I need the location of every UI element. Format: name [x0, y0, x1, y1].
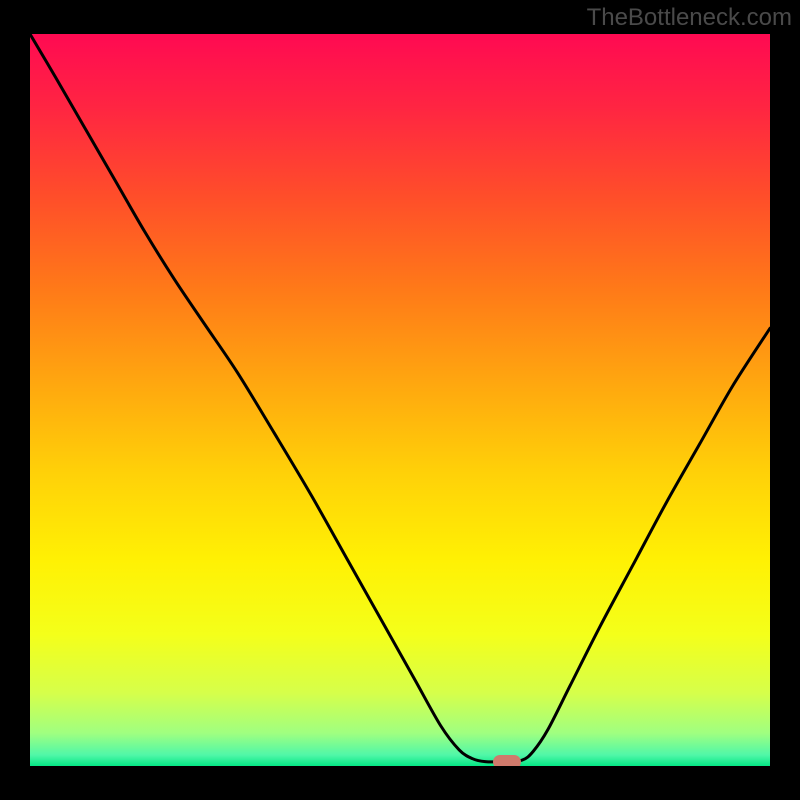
chart-container: TheBottleneck.com — [0, 0, 800, 800]
curve-path — [30, 34, 770, 762]
plot-area — [30, 34, 770, 766]
optimal-marker — [493, 755, 521, 766]
watermark-text: TheBottleneck.com — [587, 4, 792, 32]
bottleneck-curve — [30, 34, 770, 766]
